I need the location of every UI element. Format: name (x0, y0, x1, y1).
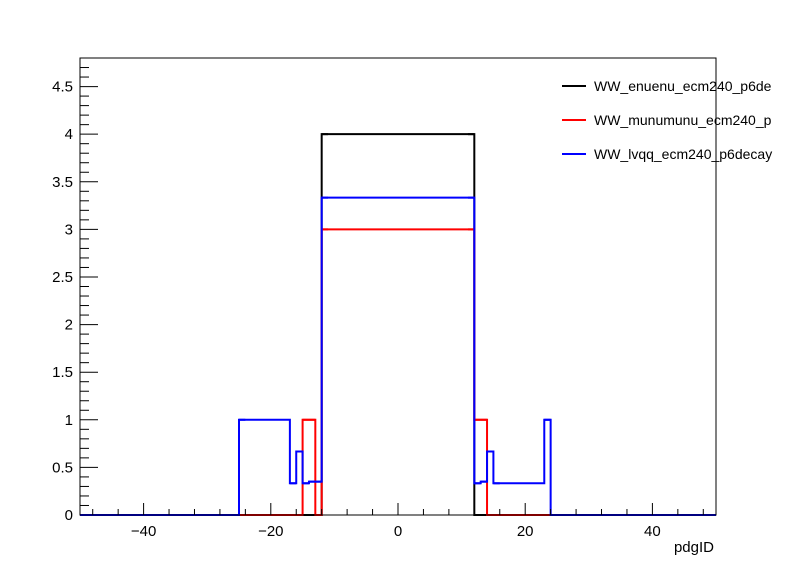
x-tick-label: 0 (394, 523, 402, 540)
x-tick-label: −40 (131, 523, 156, 540)
x-tick-label: −20 (258, 523, 283, 540)
y-tick-label: 3.5 (52, 174, 73, 191)
legend: WW_enuenu_ecm240_p6de WW_munumunu_ecm240_… (562, 78, 772, 162)
legend-item: WW_lvqq_ecm240_p6decay (562, 146, 772, 162)
y-tick-label: 2 (65, 317, 73, 334)
y-tick-label: 4 (65, 126, 73, 143)
y-tick-label: 1 (65, 412, 73, 429)
x-tick-label: 20 (517, 523, 534, 540)
x-tick-label: 40 (644, 523, 661, 540)
y-tick-label: 4.5 (52, 79, 73, 96)
legend-item: WW_enuenu_ecm240_p6de (562, 78, 772, 94)
legend-label: WW_enuenu_ecm240_p6de (594, 78, 772, 94)
y-tick-label: 0 (65, 507, 73, 524)
y-tick-label: 2.5 (52, 269, 73, 286)
legend-item: WW_munumunu_ecm240_p (562, 112, 772, 128)
legend-label: WW_lvqq_ecm240_p6decay (594, 146, 772, 162)
legend-label: WW_munumunu_ecm240_p (594, 112, 772, 128)
series-3 (80, 196, 716, 516)
x-axis-ticks: −40 −20 0 20 40 (92, 503, 704, 540)
y-tick-label: 1.5 (52, 364, 73, 381)
y-axis-ticks: 0 0.5 1 1.5 2 2.5 3 3.5 4 4.5 (52, 57, 98, 524)
x-axis-label: pdgID (674, 539, 714, 556)
y-tick-label: 0.5 (52, 459, 73, 476)
y-tick-label: 3 (65, 221, 73, 238)
